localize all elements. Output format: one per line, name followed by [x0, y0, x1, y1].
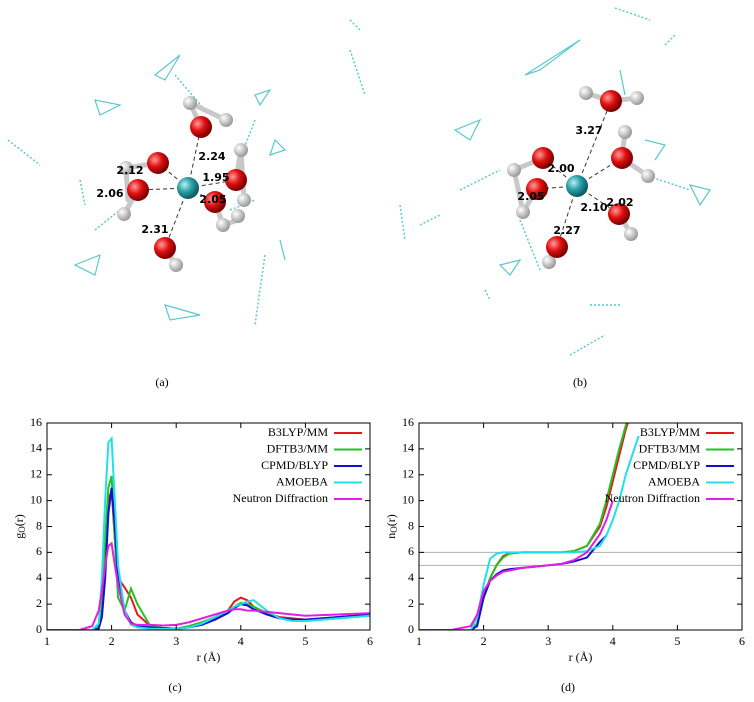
x-tick-label: 1	[44, 634, 50, 648]
x-axis-label: r (Å)	[197, 650, 221, 664]
y-tick-label: 6	[36, 544, 42, 558]
y-tick-label: 14	[30, 441, 42, 455]
series-line	[419, 435, 640, 630]
series-line	[47, 487, 370, 630]
x-tick-label: 4	[610, 634, 616, 648]
x-tick-label: 2	[109, 634, 115, 648]
y-tick-label: 12	[30, 467, 42, 481]
x-tick-label: 5	[302, 634, 308, 648]
legend-label: B3LYP/MM	[640, 425, 700, 439]
y-tick-label: 12	[402, 467, 414, 481]
distance-label: 2.02	[606, 196, 633, 209]
x-tick-label: 1	[416, 634, 422, 648]
legend-label: AMOEBA	[276, 474, 328, 488]
y-tick-label: 6	[408, 544, 414, 558]
y-tick-label: 16	[30, 415, 42, 429]
panel-label: (a)	[155, 375, 168, 389]
distance-label: 2.31	[141, 223, 168, 236]
series-line	[47, 541, 370, 630]
x-tick-label: 5	[674, 634, 680, 648]
series-line	[419, 423, 629, 630]
legend-label: AMOEBA	[648, 474, 700, 488]
snapshot-b: 3.27 2.00 2.02 2.05 2.10 2.27 (b)	[399, 7, 711, 389]
y-tick-label: 0	[408, 622, 414, 636]
y-tick-label: 4	[36, 570, 42, 584]
y-tick-label: 4	[408, 570, 414, 584]
panel-label: (b)	[573, 375, 587, 389]
distance-label: 2.05	[199, 193, 226, 206]
x-tick-label: 3	[545, 634, 551, 648]
y-axis-label: nO(r)	[384, 514, 399, 539]
distance-label: 2.12	[116, 164, 143, 177]
y-tick-label: 14	[402, 441, 414, 455]
distance-label: 2.10	[580, 201, 607, 214]
legend-label: Neutron Diffraction	[605, 491, 700, 505]
y-axis-label-part: O	[389, 526, 399, 533]
y-tick-label: 8	[36, 518, 42, 532]
panel-label: (d)	[561, 680, 575, 694]
legend-label: CPMD/BLYP	[633, 458, 700, 472]
y-axis-label-part: (r)	[12, 514, 26, 526]
legend-label: B3LYP/MM	[268, 425, 328, 439]
y-axis-label: gO(r)	[12, 514, 27, 539]
series-line	[47, 489, 370, 630]
distance-label: 2.27	[553, 224, 580, 237]
legend-label: DFTB3/MM	[267, 441, 329, 455]
y-axis-label-part: n	[384, 533, 398, 539]
y-axis-label-part: O	[17, 526, 27, 533]
x-tick-label: 2	[481, 634, 487, 648]
y-tick-label: 2	[408, 596, 414, 610]
legend-label: DFTB3/MM	[639, 441, 701, 455]
snapshot-a: 2.24 2.12 1.95 2.06 2.05 2.31 (a)	[7, 19, 366, 389]
plot-area	[419, 423, 640, 630]
y-tick-label: 10	[30, 492, 42, 506]
panel-label: (c)	[168, 680, 181, 694]
distance-label: 2.06	[96, 187, 123, 200]
y-tick-label: 10	[402, 492, 414, 506]
distance-label: 3.27	[575, 124, 602, 137]
legend-label: Neutron Diffraction	[233, 491, 328, 505]
y-axis-label-part: (r)	[384, 514, 398, 526]
distance-label: 2.24	[198, 150, 225, 163]
distance-label: 2.05	[517, 190, 544, 203]
x-tick-label: 3	[173, 634, 179, 648]
x-tick-label: 6	[739, 634, 745, 648]
plot-area	[47, 435, 370, 630]
y-tick-label: 8	[408, 518, 414, 532]
series-line	[419, 500, 614, 630]
distance-label: 1.95	[202, 171, 229, 184]
y-tick-label: 16	[402, 415, 414, 429]
legend-label: CPMD/BLYP	[261, 458, 328, 472]
y-tick-label: 2	[36, 596, 42, 610]
x-tick-label: 6	[367, 634, 373, 648]
y-tick-label: 0	[36, 622, 42, 636]
x-tick-label: 4	[238, 634, 244, 648]
y-axis-label-part: g	[12, 533, 26, 539]
x-axis-label: r (Å)	[569, 650, 593, 664]
series-line	[419, 534, 608, 630]
distance-label: 2.00	[547, 162, 574, 175]
